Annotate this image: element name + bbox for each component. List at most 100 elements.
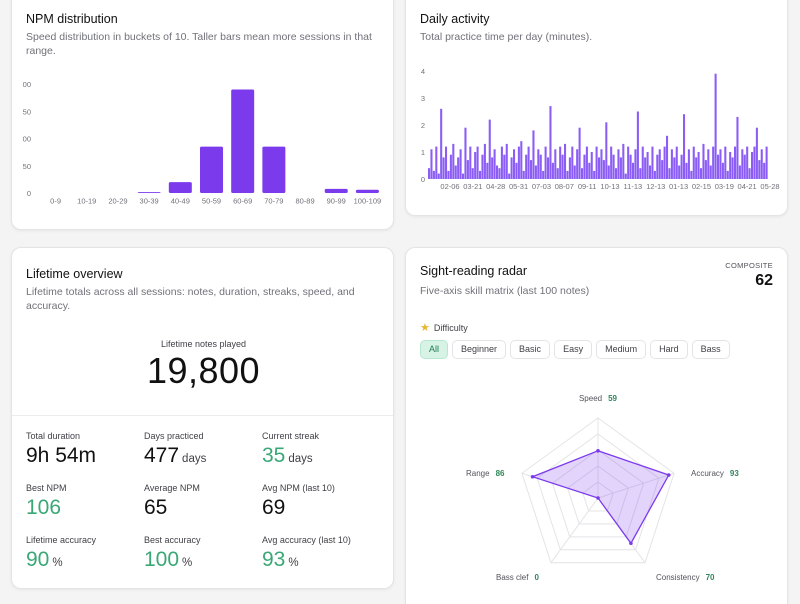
activity-x-tick: 03-21 [463, 182, 482, 191]
activity-y-tick: 2 [421, 121, 425, 130]
activity-bar [765, 146, 768, 179]
radar-point [666, 473, 671, 477]
activity-bar [539, 154, 542, 179]
activity-bar [605, 122, 608, 179]
activity-bar [617, 149, 620, 179]
activity-bar [496, 165, 499, 179]
npm-x-tick: 70-79 [264, 197, 283, 206]
activity-bar [428, 168, 431, 179]
npm-x-tick: 50-59 [202, 197, 221, 206]
activity-bar [447, 170, 450, 179]
activity-bar [624, 173, 627, 179]
activity-bar [709, 165, 712, 179]
activity-bar [568, 157, 571, 179]
activity-bar [724, 146, 727, 179]
npm-x-tick: 80-89 [295, 197, 314, 206]
npm-x-tick: 90-99 [327, 197, 346, 206]
activity-bar [503, 154, 506, 179]
activity-bar [474, 152, 477, 179]
activity-x-tick: 04-21 [738, 182, 757, 191]
activity-bar [498, 168, 501, 179]
activity-bar [668, 168, 671, 179]
activity-bar [547, 157, 550, 179]
activity-bar [692, 146, 695, 179]
activity-bar [753, 146, 756, 179]
activity-card-title: Daily activity [420, 12, 490, 26]
activity-bar [508, 173, 511, 179]
activity-bar [515, 162, 518, 179]
activity-bar [513, 149, 516, 179]
radar-axis-line [597, 472, 675, 499]
stat-cell: Avg accuracy (last 10) 93% [262, 535, 382, 572]
activity-bar [685, 162, 688, 179]
filter-all[interactable]: All [420, 340, 449, 359]
activity-bar [615, 168, 618, 179]
filter-medium[interactable]: Medium [596, 340, 647, 359]
activity-bar [479, 170, 482, 179]
npm-y-tick: 00 [23, 80, 31, 89]
stat-value: 9h 54m [26, 444, 146, 468]
activity-bar [690, 170, 693, 179]
stat-number: 9h 54m [26, 444, 97, 467]
activity-bar [576, 149, 579, 179]
stat-number: 93 [262, 548, 286, 571]
activity-bar [704, 160, 707, 179]
activity-bar [610, 146, 613, 179]
npm-x-tick: 40-49 [171, 197, 190, 206]
activity-bar [680, 154, 683, 179]
filter-easy[interactable]: Easy [554, 340, 593, 359]
npm-x-tick: 0-9 [50, 197, 61, 206]
activity-bar [581, 168, 584, 179]
activity-bar [661, 160, 664, 179]
activity-bar [457, 157, 460, 179]
filter-beginner[interactable]: Beginner [452, 340, 507, 359]
activity-bar [445, 146, 448, 179]
radar-chart: Speed 59 Accuracy 93 Consistency 70 Bass clef 0… [466, 394, 739, 582]
activity-bar [653, 170, 656, 179]
activity-x-tick: 07-03 [532, 182, 551, 191]
stat-unit: days [288, 453, 313, 465]
npm-y-tick: 50 [23, 107, 31, 116]
stat-unit: % [288, 557, 299, 569]
lifetime-card-description: Lifetime totals across all sessions: not… [26, 286, 355, 312]
difficulty-filter-row: All Beginner Basic Easy Medium Hard Bass [420, 339, 734, 359]
activity-bar [432, 170, 435, 179]
activity-bar [700, 168, 703, 179]
activity-bar [729, 152, 732, 179]
activity-bar [522, 170, 525, 179]
radar-value-area [530, 450, 670, 545]
activity-bar [544, 146, 547, 179]
activity-bar [573, 165, 576, 179]
stat-cell: Current streak 35 days [262, 431, 382, 468]
npm-distribution-chart: 0 50 00 50 00 0-9 10-19 20-29 30-39 40-49 50-59 60-… [23, 80, 382, 206]
npm-x-tick: 30-39 [140, 197, 159, 206]
activity-bar [549, 106, 552, 179]
activity-bar [644, 157, 647, 179]
activity-bar [670, 149, 673, 179]
filter-hard[interactable]: Hard [650, 340, 688, 359]
npm-bar [168, 182, 192, 193]
activity-bar [663, 146, 666, 179]
activity-bar [629, 154, 632, 179]
stat-label: Avg NPM (last 10) [262, 483, 335, 493]
activity-bar [525, 154, 528, 179]
stat-cell: Total duration 9h 54m [26, 431, 146, 468]
stat-unit: days [182, 453, 207, 465]
activity-bar [530, 160, 533, 179]
stat-value: 477 days [144, 444, 264, 468]
activity-bar [593, 170, 596, 179]
activity-x-tick: 11-13 [624, 182, 643, 191]
composite-value: 62 [755, 272, 773, 289]
activity-bar [717, 154, 720, 179]
daily-activity-chart: 0 1 2 3 4 02-06 03-21 04-28 05-31 07-03 08-07 09-11… [421, 67, 780, 191]
activity-bar [636, 111, 639, 179]
activity-card-description: Total practice time per day (minutes). [420, 31, 593, 43]
filter-basic[interactable]: Basic [510, 340, 551, 359]
activity-y-tick: 4 [421, 67, 425, 76]
activity-x-tick: 08-07 [555, 182, 574, 191]
activity-bar [712, 146, 715, 179]
activity-bar [527, 146, 530, 179]
activity-y-tick: 3 [421, 94, 425, 103]
stat-number: 65 [144, 496, 168, 519]
filter-bass[interactable]: Bass [691, 340, 730, 359]
